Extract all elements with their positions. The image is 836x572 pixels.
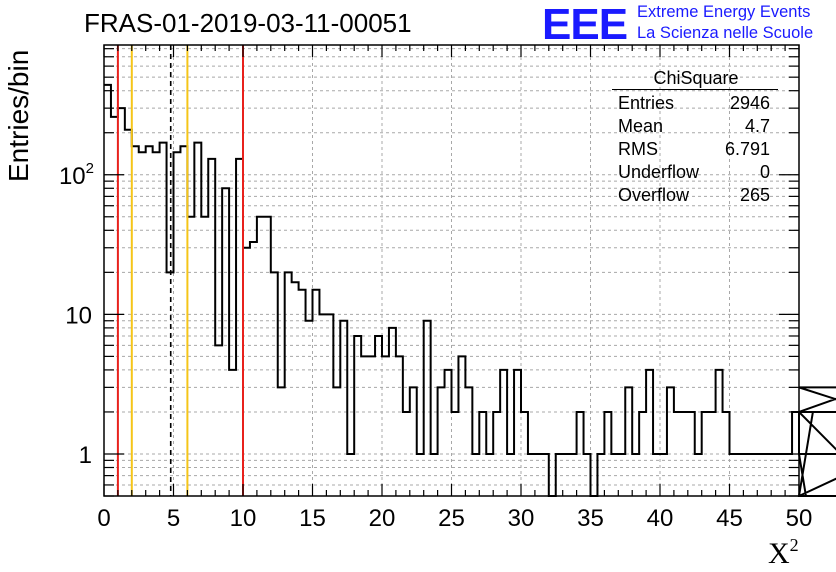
x-tick-label: 40	[647, 505, 674, 532]
histogram-bin	[625, 387, 632, 496]
histogram-bin	[458, 356, 465, 496]
logo-caption-line1: Extreme Energy Events	[637, 3, 811, 21]
histogram-bin	[306, 321, 313, 496]
histogram-bin	[438, 387, 445, 496]
x-tick-label: 15	[299, 505, 326, 532]
histogram-outline	[104, 83, 836, 497]
histogram-bin	[465, 387, 472, 496]
histogram-bin	[174, 152, 181, 496]
stats-row-rms: RMS 6.791	[612, 138, 780, 161]
histogram-bin	[340, 321, 347, 496]
stats-row-entries: Entries 2946	[612, 92, 780, 115]
histogram-bin	[153, 152, 160, 496]
histogram-bin	[361, 356, 368, 496]
histogram-bin	[250, 242, 257, 496]
x-tick-label: 50	[786, 505, 813, 532]
tick-labels: 0 5 10 15 20 25 30 35 40 45 50 1 10 102	[59, 160, 812, 532]
stats-label: Mean	[618, 116, 664, 136]
x-tick-label: 35	[577, 505, 604, 532]
x-tick-label: 45	[716, 505, 743, 532]
histogram-bin	[410, 387, 417, 496]
chart-title: FRAS-01-2019-03-11-00051	[84, 8, 412, 38]
histogram-bin	[319, 314, 326, 496]
histogram-bin	[160, 143, 167, 496]
x-tick-label: 30	[508, 505, 535, 532]
histogram-bin	[667, 387, 674, 496]
stats-value: 0	[759, 162, 770, 182]
histogram-bin	[104, 85, 111, 496]
x-axis-title-text: X	[768, 537, 790, 570]
stats-row-mean: Mean 4.7	[612, 115, 780, 138]
stats-row-underflow: Underflow 0	[612, 161, 780, 184]
y-tick-label: 102	[59, 160, 94, 190]
histogram-bin	[111, 117, 118, 496]
histogram-bin	[354, 336, 361, 496]
eee-logo: EEE	[542, 0, 628, 49]
histogram-bin	[222, 188, 229, 496]
x-tick-label: 0	[97, 505, 110, 532]
stats-label: Overflow	[618, 185, 690, 205]
stats-label: Entries	[618, 93, 675, 113]
histogram-bin	[243, 248, 250, 496]
histogram-bin	[396, 356, 403, 496]
histogram-bin	[646, 370, 653, 496]
histogram-bin	[500, 370, 507, 496]
histogram-bin	[368, 356, 375, 496]
stats-divider	[612, 89, 778, 90]
histogram-bin	[382, 356, 389, 496]
histogram-bin	[194, 143, 201, 496]
stats-row-overflow: Overflow 265	[612, 184, 780, 207]
histogram-bin	[285, 272, 292, 496]
stats-value: 2946	[729, 93, 770, 113]
histogram-bin	[271, 272, 278, 496]
histogram-bin	[326, 314, 333, 496]
grid-lines	[104, 45, 799, 497]
histogram-bin	[375, 336, 382, 496]
x-tick-label: 20	[369, 505, 396, 532]
stats-value: 265	[739, 185, 770, 205]
histogram-bins	[104, 83, 836, 497]
histogram-bin	[514, 370, 521, 496]
logo-caption: Extreme Energy Events La Scienza nelle S…	[637, 2, 813, 44]
stats-value: 4.7	[744, 116, 770, 136]
histogram-bin	[118, 108, 125, 496]
y-tick-label: 10	[65, 302, 92, 329]
histogram-bin	[424, 321, 431, 496]
x-axis-title: X2	[768, 535, 799, 571]
x-axis-title-superscript: 2	[789, 535, 799, 555]
histogram-bin	[139, 152, 146, 496]
y-axis-title-text: Entries/bin	[3, 49, 34, 182]
histogram-bin	[125, 130, 132, 496]
x-tick-label: 5	[167, 505, 180, 532]
stats-label: Underflow	[618, 162, 700, 182]
histogram-bin	[229, 370, 236, 496]
x-tick-label: 25	[438, 505, 465, 532]
histogram-bin	[278, 387, 285, 496]
logo-caption-line2: La Scienza nelle Scuole	[637, 24, 814, 42]
histogram-bin	[445, 370, 452, 496]
y-tick-label: 1	[79, 442, 92, 469]
stats-title: ChiSquare	[653, 68, 739, 88]
reference-lines	[116, 45, 244, 496]
stats-box: ChiSquare Entries 2946 Mean 4.7 RMS 6.791 U…	[612, 64, 780, 207]
histogram-bin	[215, 345, 222, 496]
stats-value: 6.791	[724, 139, 770, 159]
axis-ticks	[103, 45, 800, 497]
histogram-bin	[333, 387, 340, 496]
x-tick-label: 10	[230, 505, 257, 532]
histogram-bin	[716, 370, 723, 496]
stats-label: RMS	[618, 139, 658, 159]
